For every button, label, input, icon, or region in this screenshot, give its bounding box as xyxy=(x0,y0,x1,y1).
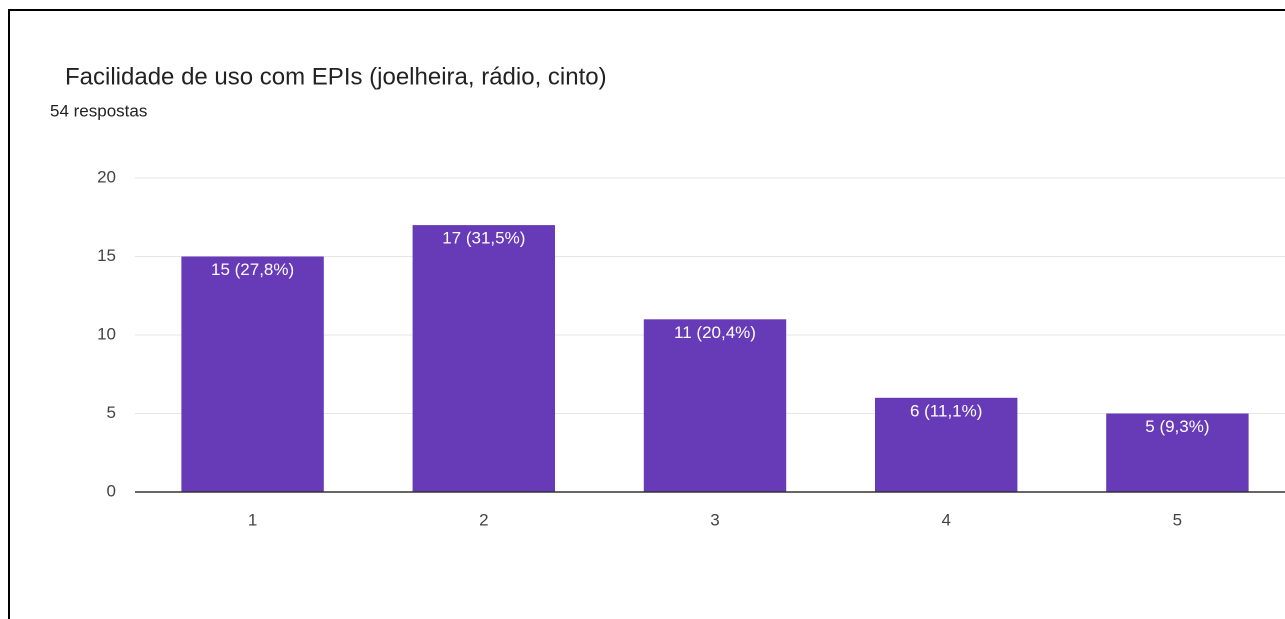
bar xyxy=(643,319,787,492)
chart-title: Facilidade de uso com EPIs (joelheira, r… xyxy=(65,63,607,90)
y-tick-label: 15 xyxy=(97,246,116,265)
bar xyxy=(874,397,1018,492)
y-tick-label: 20 xyxy=(97,167,116,186)
x-tick-label: 3 xyxy=(710,510,719,529)
x-tick-label: 4 xyxy=(941,510,950,529)
x-tick-label: 1 xyxy=(248,510,257,529)
bar xyxy=(181,256,324,492)
x-tick-label: 5 xyxy=(1173,510,1182,529)
y-tick-label: 10 xyxy=(97,324,116,343)
y-tick-label: 0 xyxy=(107,481,116,500)
bar xyxy=(412,225,556,492)
value-label: 6 (11,1%) xyxy=(910,401,982,420)
value-label: 5 (9,3%) xyxy=(1145,417,1209,436)
value-label: 15 (27,8%) xyxy=(211,260,294,279)
bar xyxy=(1106,413,1249,492)
chart-subtitle: 54 respostas xyxy=(50,101,147,120)
value-label: 17 (31,5%) xyxy=(442,229,525,248)
x-tick-label: 2 xyxy=(479,510,488,529)
y-tick-label: 5 xyxy=(107,403,116,422)
value-label: 11 (20,4%) xyxy=(674,323,756,342)
